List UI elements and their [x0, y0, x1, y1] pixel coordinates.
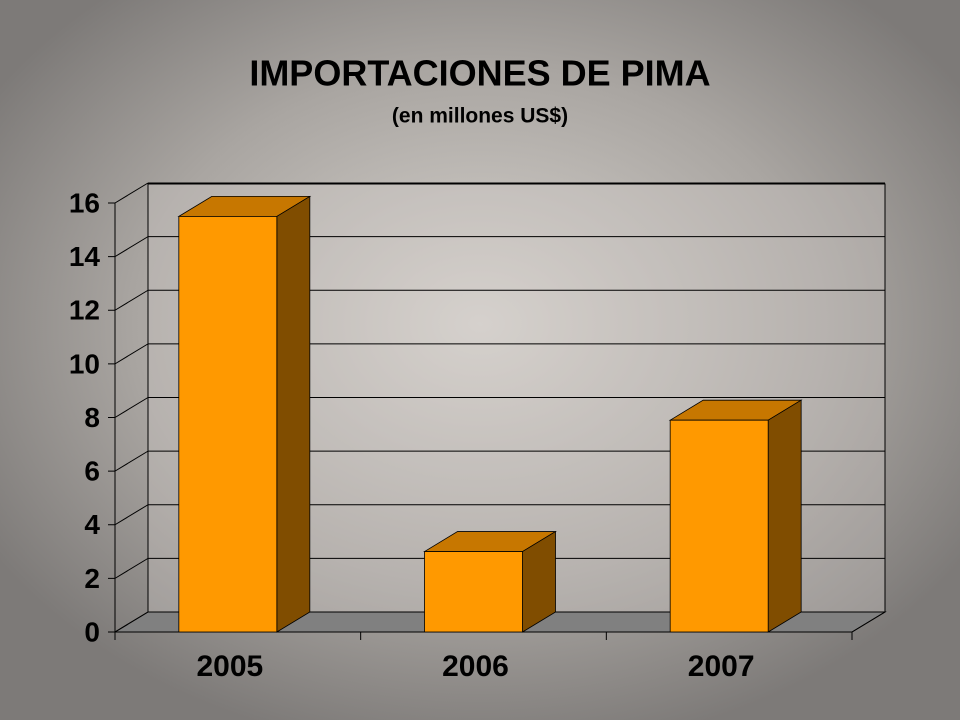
y-tick-label: 6 — [84, 456, 100, 487]
bar-side — [767, 399, 802, 633]
grid-line-side — [114, 343, 149, 365]
x-tick-label: 2006 — [442, 650, 509, 683]
y-tick-label: 4 — [84, 509, 100, 540]
bar — [423, 530, 557, 633]
y-tick-label: 10 — [69, 348, 100, 379]
grid-line-side — [114, 557, 149, 579]
x-tick-label: 2005 — [196, 650, 263, 683]
y-tick-label: 14 — [69, 241, 101, 272]
grid-line-side — [114, 397, 149, 418]
x-tick-label: 2007 — [688, 650, 755, 683]
grid-line-side — [114, 611, 149, 633]
y-tick-label: 16 — [69, 187, 100, 218]
chart-title: IMPORTACIONES DE PIMA — [249, 53, 710, 94]
bar-front — [178, 216, 278, 633]
y-tick-label: 2 — [84, 563, 100, 594]
bar-side — [276, 195, 311, 633]
floor-edge — [851, 611, 886, 633]
y-tick-label: 0 — [84, 616, 100, 647]
grid-line-side — [114, 289, 149, 311]
grid-line-side — [114, 450, 149, 472]
y-tick-label: 8 — [84, 402, 100, 433]
chart-subtitle: (en millones US$) — [392, 105, 568, 128]
y-tick-label: 12 — [69, 295, 100, 326]
bar — [177, 195, 312, 633]
grid-line-side — [114, 236, 149, 258]
bar — [668, 399, 803, 633]
grid-line-side — [114, 182, 149, 204]
bar-front — [424, 551, 523, 633]
grid-line-side — [114, 504, 149, 526]
bar-front — [669, 419, 769, 633]
